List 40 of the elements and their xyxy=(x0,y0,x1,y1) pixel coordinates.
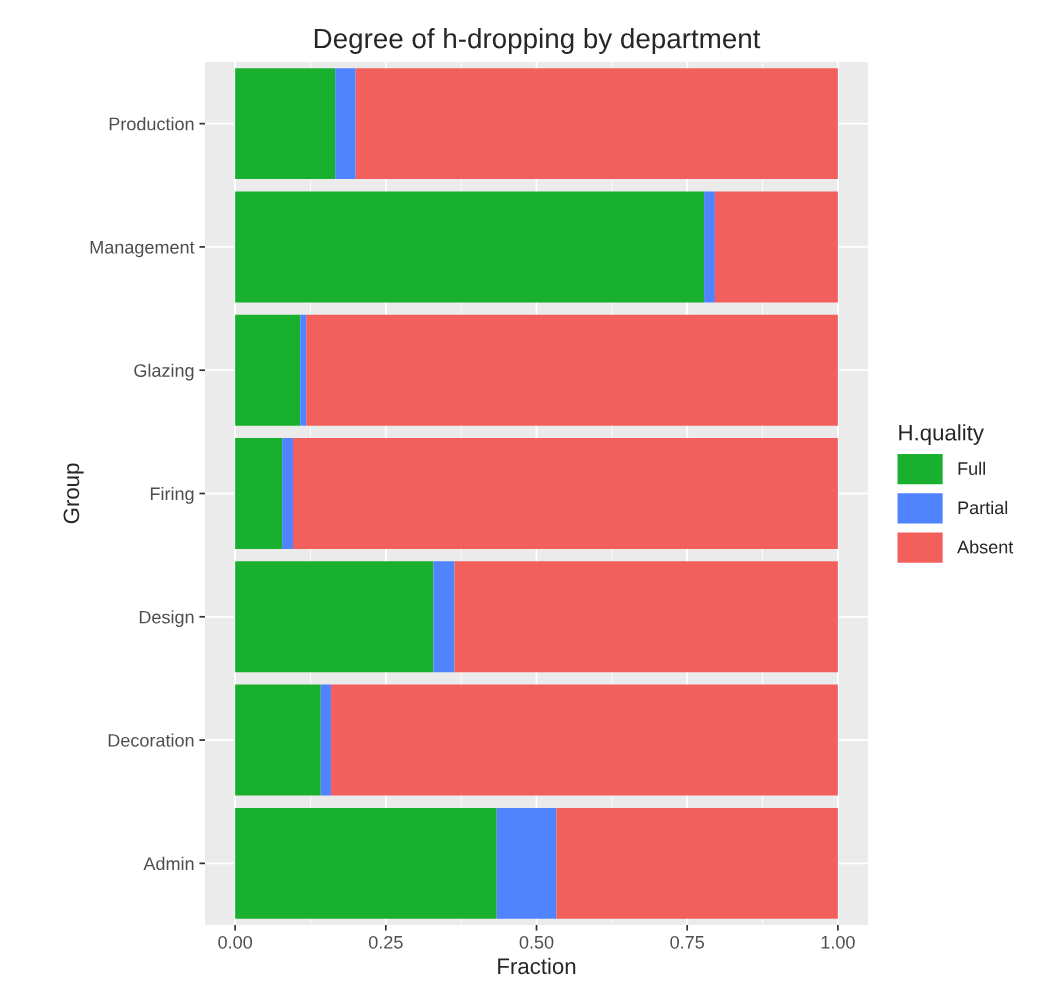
bar xyxy=(235,561,434,673)
x-tick-label: 0.50 xyxy=(519,935,554,949)
x-tick-label: 0.00 xyxy=(218,935,252,949)
y-tick-label: Firing xyxy=(150,486,194,504)
bar xyxy=(282,438,293,549)
bar xyxy=(355,68,838,180)
bar xyxy=(714,191,838,303)
legend-label: Absent xyxy=(957,540,1014,554)
bar xyxy=(235,684,321,796)
x-axis-title: Fraction xyxy=(498,957,576,975)
y-tick-label: Design xyxy=(139,610,194,628)
bar xyxy=(235,807,497,919)
bar xyxy=(235,314,301,426)
bar xyxy=(433,561,455,673)
bar xyxy=(235,68,336,180)
y-tick-label: Decoration xyxy=(108,733,194,747)
bar xyxy=(293,438,838,549)
chart-title: Degree of h-dropping by department xyxy=(314,27,761,54)
bar xyxy=(235,191,705,303)
bar xyxy=(320,684,331,796)
bar xyxy=(496,807,557,919)
bar xyxy=(556,807,838,919)
bar xyxy=(454,561,838,673)
legend-label: Full xyxy=(958,461,985,475)
legend-label: Partial xyxy=(958,500,1008,515)
x-tick-label: 0.25 xyxy=(368,935,403,949)
y-tick-label: Glazing xyxy=(134,363,194,381)
bar xyxy=(704,191,715,303)
x-tick-label: 0.75 xyxy=(670,935,704,949)
legend-title: H.quality xyxy=(899,424,984,445)
y-tick-label: Admin xyxy=(143,856,194,871)
bar xyxy=(330,684,838,796)
bar xyxy=(300,314,307,426)
y-axis-title: Group xyxy=(63,463,84,524)
bar xyxy=(235,438,283,549)
y-tick-label: Production xyxy=(109,117,194,131)
bar xyxy=(335,68,356,180)
bar xyxy=(306,314,838,426)
y-tick-label: Management xyxy=(90,241,195,258)
x-tick-label: 1.00 xyxy=(821,935,855,949)
